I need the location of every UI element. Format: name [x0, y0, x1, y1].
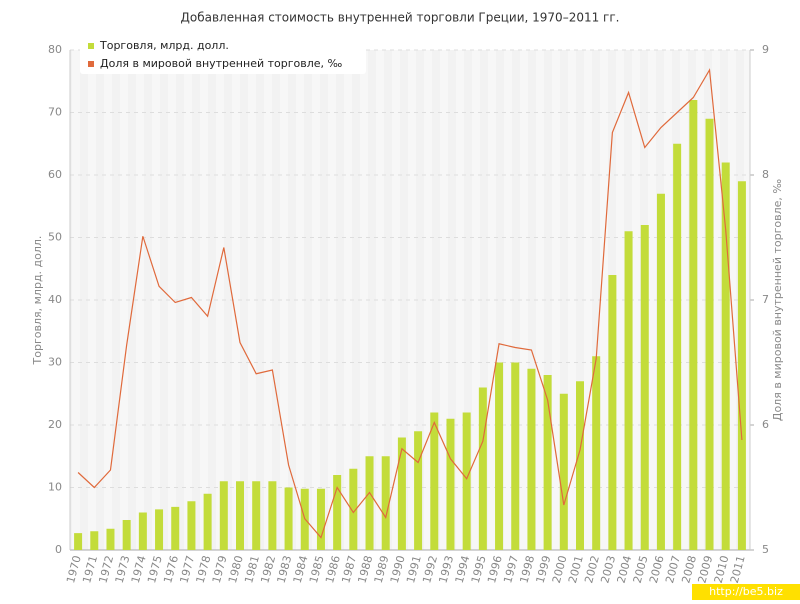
bar	[624, 231, 633, 550]
legend-box	[80, 36, 366, 74]
watermark-bg	[692, 584, 800, 600]
bar	[316, 488, 325, 550]
bar	[252, 481, 261, 550]
chart-title: Добавленная стоимость внутренней торговл…	[181, 11, 620, 25]
bar	[333, 475, 342, 550]
line	[77, 68, 743, 539]
bar	[236, 481, 244, 550]
bar	[203, 493, 212, 550]
bar	[219, 481, 228, 550]
y-tick-label: 80	[48, 43, 62, 56]
bar	[90, 531, 99, 550]
legend-label: Торговля, млрд. долл.	[99, 39, 229, 52]
bar	[74, 533, 83, 550]
y-tick-label: 70	[48, 106, 62, 119]
y-tick-label: 30	[48, 356, 62, 369]
bar	[430, 412, 439, 550]
bar	[138, 512, 147, 550]
bar	[592, 356, 601, 550]
bar	[268, 481, 277, 550]
y-tick-label: 50	[48, 231, 62, 244]
watermark: http://be5.biz	[709, 585, 783, 598]
bar	[284, 487, 293, 550]
bar	[559, 393, 568, 550]
bar	[495, 362, 504, 550]
bar	[187, 501, 196, 550]
bar	[673, 143, 682, 550]
y2-axis-title: Доля в мировой внутренней торговле, ‰	[771, 179, 784, 422]
bar	[656, 193, 665, 550]
y2-tick-label: 9	[762, 43, 769, 56]
bar	[122, 520, 131, 550]
y-axis-title: Торговля, млрд. долл.	[31, 236, 44, 366]
bar	[608, 275, 617, 550]
bar	[737, 181, 746, 550]
bar	[155, 509, 164, 550]
bar	[397, 437, 406, 550]
bar	[446, 418, 455, 550]
bar	[705, 118, 714, 550]
bar	[462, 412, 471, 550]
bar	[365, 456, 374, 550]
bar	[511, 362, 520, 550]
legend-swatch	[88, 43, 94, 49]
bar	[381, 456, 390, 550]
bar	[543, 375, 552, 550]
bar	[640, 225, 649, 550]
legend-swatch	[88, 61, 94, 67]
y2-tick-label: 5	[762, 543, 769, 556]
bar	[349, 468, 358, 550]
bar	[689, 100, 698, 550]
bar	[171, 506, 180, 550]
y-tick-label: 60	[48, 168, 62, 181]
bar	[414, 431, 423, 550]
legend-label: Доля в мировой внутренней торговле, ‰	[100, 57, 343, 70]
bar	[721, 162, 730, 550]
bar	[478, 387, 487, 550]
y2-tick-label: 7	[762, 293, 769, 306]
y2-tick-label: 6	[762, 418, 769, 431]
y-tick-label: 10	[48, 481, 62, 494]
bar	[527, 368, 536, 550]
y-tick-label: 20	[48, 418, 62, 431]
y-tick-label: 0	[55, 543, 62, 556]
y-tick-label: 40	[48, 293, 62, 306]
bar	[106, 528, 115, 550]
bar	[576, 381, 584, 550]
y2-tick-label: 8	[762, 168, 769, 181]
